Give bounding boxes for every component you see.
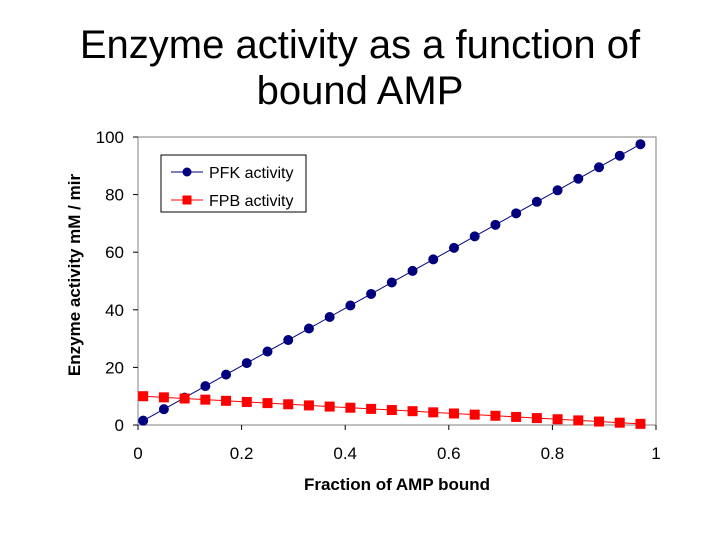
- data-point-pfk-activity: [158, 404, 169, 415]
- data-point-pfk-activity: [303, 323, 314, 334]
- data-point-fpb-activity: [531, 413, 542, 424]
- data-point-pfk-activity: [200, 381, 211, 392]
- chart-title: Enzyme activity as a function of bound A…: [0, 22, 720, 114]
- series-markers: [138, 139, 646, 429]
- data-point-fpb-activity: [511, 411, 522, 422]
- data-point-pfk-activity: [531, 196, 542, 207]
- x-tick-label: 0.6: [437, 444, 461, 463]
- data-point-pfk-activity: [469, 231, 480, 242]
- data-point-fpb-activity: [262, 398, 273, 409]
- data-point-fpb-activity: [303, 400, 314, 411]
- x-axis-label: Fraction of AMP bound: [304, 475, 490, 494]
- data-point-fpb-activity: [594, 416, 605, 427]
- x-tick-label: 1: [651, 444, 660, 463]
- data-point-pfk-activity: [428, 254, 439, 265]
- data-point-fpb-activity: [428, 407, 439, 418]
- data-point-fpb-activity: [158, 392, 169, 403]
- data-point-fpb-activity: [386, 405, 397, 416]
- legend-marker-pfk-activity: [182, 167, 192, 177]
- legend-label-pfk-activity: PFK activity: [209, 165, 293, 182]
- data-point-fpb-activity: [345, 402, 356, 413]
- data-point-pfk-activity: [552, 185, 563, 196]
- chart-title-line-1: Enzyme activity as a function of: [79, 23, 641, 67]
- legend-label-fpb-activity: FPB activity: [209, 193, 293, 210]
- y-tick-label: 80: [105, 186, 124, 205]
- y-tick-label: 0: [115, 416, 124, 435]
- data-point-pfk-activity: [345, 300, 356, 311]
- chart-title-line-2: bound AMP: [256, 69, 464, 113]
- data-point-pfk-activity: [386, 277, 397, 288]
- data-point-fpb-activity: [635, 418, 646, 429]
- x-tick-label: 0: [133, 444, 142, 463]
- data-point-fpb-activity: [573, 415, 584, 426]
- y-tick-label: 20: [105, 358, 124, 377]
- data-point-fpb-activity: [552, 414, 563, 425]
- x-tick-label: 0.2: [230, 444, 254, 463]
- legend-marker-fpb-activity: [182, 195, 192, 205]
- data-point-pfk-activity: [490, 219, 501, 230]
- data-point-fpb-activity: [241, 396, 252, 407]
- y-axis-label: Enzyme activity mM / mir: [65, 174, 84, 377]
- data-point-fpb-activity: [490, 410, 501, 421]
- data-point-fpb-activity: [221, 395, 232, 406]
- y-tick-label: 60: [105, 243, 124, 262]
- data-point-fpb-activity: [179, 393, 190, 404]
- data-point-pfk-activity: [635, 139, 646, 150]
- data-point-pfk-activity: [614, 150, 625, 161]
- data-point-pfk-activity: [594, 162, 605, 173]
- x-tick-label: 0.8: [541, 444, 565, 463]
- data-point-fpb-activity: [283, 399, 294, 410]
- data-point-pfk-activity: [221, 369, 232, 380]
- data-point-pfk-activity: [366, 288, 377, 299]
- x-tick-label: 0.4: [333, 444, 357, 463]
- data-point-pfk-activity: [511, 208, 522, 219]
- data-point-fpb-activity: [138, 391, 149, 402]
- data-point-fpb-activity: [614, 417, 625, 428]
- data-point-fpb-activity: [366, 403, 377, 414]
- legend: PFK activity FPB activity: [160, 154, 307, 213]
- data-point-fpb-activity: [407, 406, 418, 417]
- data-point-fpb-activity: [448, 408, 459, 419]
- data-point-fpb-activity: [469, 409, 480, 420]
- data-point-fpb-activity: [324, 401, 335, 412]
- data-point-pfk-activity: [241, 358, 252, 369]
- data-point-pfk-activity: [262, 346, 273, 357]
- data-point-pfk-activity: [138, 415, 149, 426]
- data-point-pfk-activity: [448, 242, 459, 253]
- y-tick-label: 100: [96, 128, 124, 147]
- data-point-pfk-activity: [407, 265, 418, 276]
- data-point-fpb-activity: [200, 394, 211, 405]
- data-point-pfk-activity: [573, 173, 584, 184]
- y-tick-label: 40: [105, 301, 124, 320]
- data-point-pfk-activity: [324, 312, 335, 322]
- data-point-pfk-activity: [283, 335, 294, 346]
